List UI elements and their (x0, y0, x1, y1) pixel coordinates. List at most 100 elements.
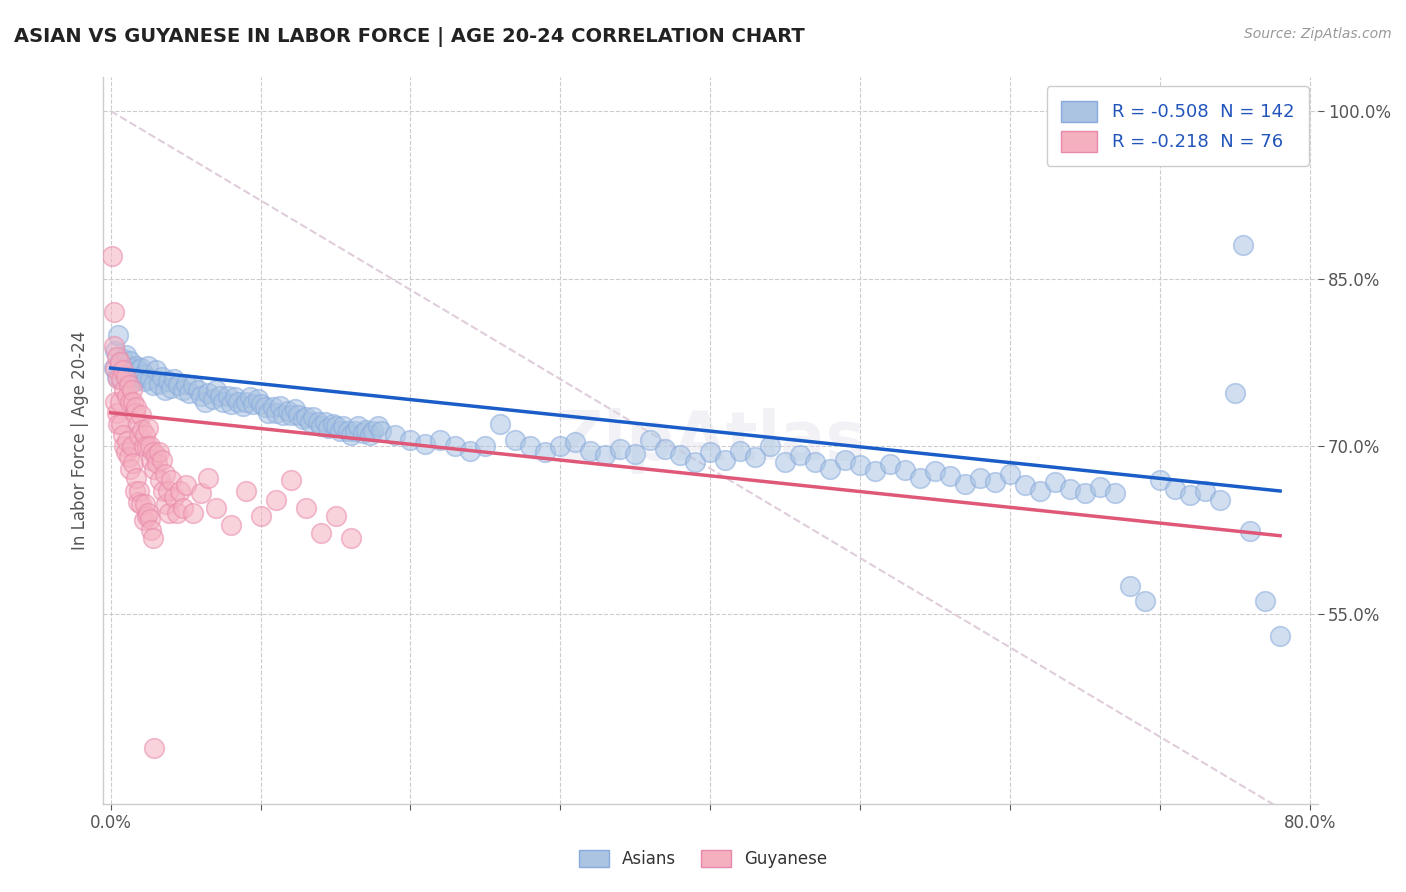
Point (359, 428, 381, 442)
Point (136, 507, 159, 521)
Point (122, 361, 145, 376)
Point (654, 442, 676, 456)
Point (280, 408, 302, 422)
Point (111, 428, 134, 442)
Point (142, 445, 165, 459)
Point (219, 397, 242, 411)
Point (105, 406, 128, 420)
Point (399, 433, 422, 447)
Point (579, 443, 602, 458)
Point (1223, 385, 1246, 400)
Point (128, 370, 150, 384)
Point (699, 445, 721, 459)
Point (108, 355, 131, 369)
Point (129, 361, 152, 376)
Point (789, 448, 811, 462)
Point (124, 483, 146, 498)
Point (124, 406, 146, 420)
Point (879, 457, 901, 471)
Point (150, 370, 173, 384)
Point (249, 397, 271, 411)
Point (339, 531, 361, 545)
Point (107, 372, 129, 386)
Point (384, 428, 406, 442)
Point (104, 344, 127, 359)
Point (128, 428, 150, 442)
Point (242, 397, 264, 411)
Point (714, 452, 737, 467)
Point (444, 439, 467, 453)
Point (121, 439, 143, 453)
Point (370, 424, 392, 438)
Point (125, 359, 148, 373)
Point (139, 452, 162, 467)
Point (134, 497, 156, 511)
Point (105, 350, 128, 364)
Point (294, 410, 316, 425)
Point (775, 455, 797, 469)
Point (115, 434, 138, 448)
Point (271, 408, 294, 422)
Point (1104, 486, 1126, 500)
Point (1133, 593, 1156, 607)
Point (1232, 238, 1254, 252)
Point (117, 375, 139, 389)
Point (124, 375, 146, 389)
Point (1239, 524, 1261, 539)
Point (209, 389, 232, 403)
Point (187, 384, 209, 398)
Point (111, 352, 134, 367)
Point (969, 470, 991, 484)
Point (325, 419, 347, 434)
Point (155, 497, 177, 511)
Point (865, 464, 887, 478)
Point (1029, 483, 1052, 498)
Legend: R = -0.508  N = 142, R = -0.218  N = 76: R = -0.508 N = 142, R = -0.218 N = 76 (1046, 87, 1309, 166)
Point (505, 433, 527, 447)
Point (804, 455, 827, 469)
Point (291, 412, 314, 426)
Point (429, 433, 451, 447)
Point (190, 389, 212, 403)
Point (129, 408, 152, 422)
Point (984, 475, 1007, 489)
Point (103, 305, 125, 319)
Point (107, 417, 129, 431)
Point (112, 367, 135, 381)
Point (125, 470, 148, 484)
Point (190, 486, 212, 500)
Point (162, 490, 184, 504)
Point (820, 461, 842, 475)
Point (105, 370, 128, 384)
Point (153, 384, 176, 398)
Point (1254, 593, 1277, 607)
Point (669, 448, 692, 462)
Point (136, 359, 159, 373)
Point (132, 367, 155, 381)
Point (1059, 482, 1081, 496)
Point (120, 354, 142, 368)
Point (415, 437, 437, 451)
Point (1149, 473, 1171, 487)
Point (307, 415, 329, 429)
Point (142, 377, 165, 392)
Point (157, 507, 180, 521)
Point (110, 372, 132, 386)
Point (128, 483, 150, 498)
Point (294, 500, 316, 515)
Point (156, 375, 179, 389)
Point (226, 394, 249, 409)
Point (132, 513, 155, 527)
Point (104, 394, 127, 409)
Point (224, 390, 246, 404)
Point (264, 492, 287, 507)
Point (162, 372, 184, 386)
Point (212, 394, 235, 409)
Point (235, 394, 257, 409)
Point (624, 447, 647, 461)
Point (146, 456, 169, 470)
Point (730, 443, 752, 458)
Point (257, 406, 280, 420)
Point (131, 423, 153, 437)
Point (117, 450, 139, 465)
